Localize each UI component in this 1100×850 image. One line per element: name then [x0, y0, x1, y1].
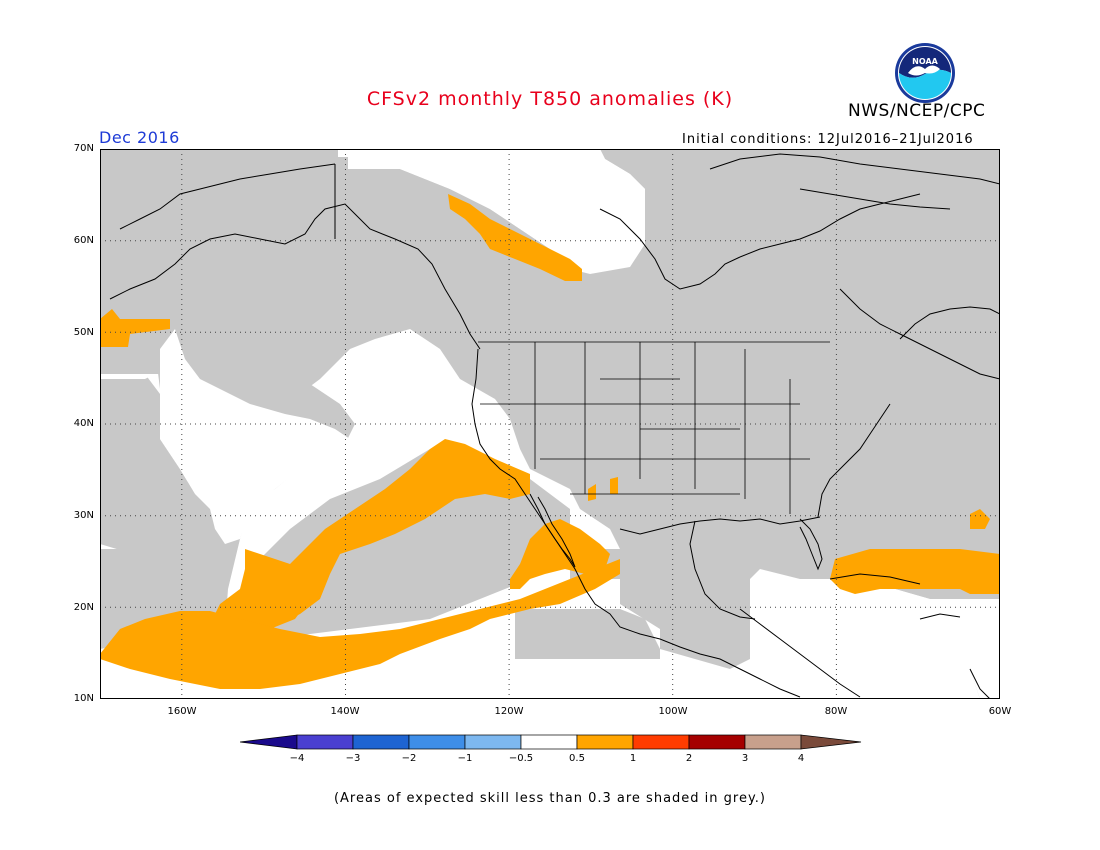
colorbar-segment	[688, 734, 746, 750]
colorbar	[240, 734, 862, 750]
colorbar-segment	[520, 734, 578, 750]
colorbar-label: 3	[741, 753, 749, 764]
valid-month-label: Dec 2016	[99, 128, 180, 147]
skill-note: (Areas of expected skill less than 0.3 a…	[333, 791, 767, 806]
colorbar-label: −1	[457, 753, 473, 764]
initial-conditions-label: Initial conditions: 12Jul2016–21Jul2016	[682, 132, 974, 147]
agency-label: NWS/NCEP/CPC	[848, 101, 986, 121]
lat-label: 40N	[73, 418, 94, 429]
colorbar-segment	[744, 734, 802, 750]
colorbar-segment-gt-4	[800, 734, 862, 750]
noaa-logo: NOAA	[895, 43, 955, 103]
colorbar-label: −0.5	[508, 753, 534, 764]
colorbar-label: 2	[685, 753, 693, 764]
lon-label: 60W	[988, 706, 1012, 717]
gridlines	[100, 149, 1000, 699]
lat-label: 10N	[73, 693, 94, 704]
colorbar-segment	[408, 734, 466, 750]
colorbar-label: 1	[629, 753, 637, 764]
lat-label: 60N	[73, 235, 94, 246]
lat-label: 20N	[73, 602, 94, 613]
colorbar-label: 0.5	[569, 753, 585, 764]
colorbar-label: −3	[345, 753, 361, 764]
chart-title: CFSv2 monthly T850 anomalies (K)	[366, 88, 734, 110]
colorbar-label: −2	[401, 753, 417, 764]
colorbar-segment	[632, 734, 690, 750]
colorbar-label: 4	[797, 753, 805, 764]
warm-anomaly-regions	[100, 194, 1000, 689]
lon-label: 160W	[167, 706, 197, 717]
colorbar-segment	[576, 734, 634, 750]
lon-label: 120W	[494, 706, 524, 717]
lon-label: 80W	[824, 706, 848, 717]
colorbar-segment	[352, 734, 410, 750]
lon-label: 100W	[658, 706, 688, 717]
colorbar-segment	[296, 734, 354, 750]
lat-label: 70N	[73, 143, 94, 154]
colorbar-segment	[464, 734, 522, 750]
colorbar-segment-lt-minus4	[240, 734, 298, 750]
anomaly-map	[100, 149, 1000, 699]
lat-label: 50N	[73, 327, 94, 338]
colorbar-label: −4	[289, 753, 305, 764]
lat-label: 30N	[73, 510, 94, 521]
state-borders	[478, 341, 830, 514]
noaa-logo-text: NOAA	[912, 57, 938, 66]
coastlines	[109, 153, 1000, 699]
lon-label: 140W	[330, 706, 360, 717]
